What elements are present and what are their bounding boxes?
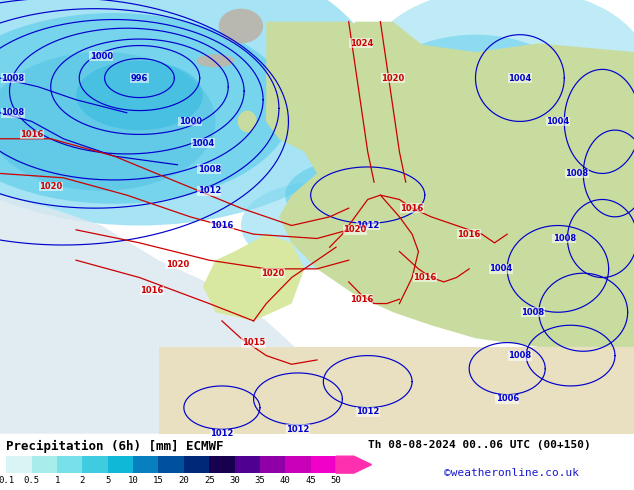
Text: 20: 20	[179, 476, 189, 485]
Ellipse shape	[374, 35, 577, 156]
Ellipse shape	[0, 52, 216, 191]
Text: 0.1: 0.1	[0, 476, 15, 485]
Text: 40: 40	[280, 476, 290, 485]
Text: 1006: 1006	[496, 394, 519, 403]
Polygon shape	[342, 22, 456, 139]
Text: 35: 35	[255, 476, 265, 485]
Text: ©weatheronline.co.uk: ©weatheronline.co.uk	[444, 468, 579, 478]
Text: 1012: 1012	[356, 408, 379, 416]
Text: 1016: 1016	[141, 286, 164, 295]
Text: 10: 10	[128, 476, 138, 485]
Text: 5: 5	[105, 476, 110, 485]
Text: 25: 25	[204, 476, 214, 485]
Polygon shape	[0, 195, 317, 434]
Text: 1004: 1004	[508, 74, 531, 82]
Ellipse shape	[197, 54, 235, 67]
Bar	[6, 456, 32, 473]
Text: 15: 15	[153, 476, 164, 485]
Polygon shape	[266, 22, 634, 347]
Bar	[158, 347, 634, 434]
Text: 1016: 1016	[350, 294, 373, 304]
Bar	[108, 456, 133, 473]
Text: 45: 45	[306, 476, 316, 485]
Text: 1024: 1024	[350, 39, 373, 48]
Text: 1012: 1012	[198, 186, 221, 196]
Text: 1008: 1008	[508, 351, 531, 360]
Text: 1020: 1020	[166, 260, 189, 269]
Text: 0.5: 0.5	[23, 476, 40, 485]
Bar	[57, 456, 82, 473]
Bar	[311, 456, 336, 473]
Text: Precipitation (6h) [mm] ECMWF: Precipitation (6h) [mm] ECMWF	[6, 441, 224, 453]
Bar	[158, 456, 184, 473]
Bar	[184, 456, 209, 473]
Text: 1016: 1016	[413, 273, 436, 282]
Text: 1004: 1004	[547, 117, 569, 126]
Ellipse shape	[241, 182, 393, 269]
Bar	[133, 456, 158, 473]
Text: 1008: 1008	[198, 165, 221, 173]
Ellipse shape	[238, 111, 257, 132]
Bar	[32, 456, 57, 473]
Text: 1020: 1020	[344, 225, 366, 234]
Text: 30: 30	[230, 476, 240, 485]
Bar	[260, 456, 285, 473]
Text: 1016: 1016	[210, 221, 233, 230]
FancyArrow shape	[336, 456, 372, 473]
Text: 1020: 1020	[261, 269, 284, 278]
Ellipse shape	[76, 61, 203, 130]
Text: 996: 996	[131, 74, 148, 82]
Text: 50: 50	[331, 476, 341, 485]
Text: 1012: 1012	[356, 221, 379, 230]
Text: 1000: 1000	[179, 117, 202, 126]
Text: 1004: 1004	[489, 265, 512, 273]
Polygon shape	[203, 234, 304, 321]
Bar	[209, 456, 235, 473]
Ellipse shape	[0, 0, 380, 225]
Ellipse shape	[219, 9, 263, 44]
Text: 1016: 1016	[458, 230, 481, 239]
Text: 1004: 1004	[191, 139, 214, 147]
Bar	[82, 456, 108, 473]
Bar	[285, 456, 311, 473]
Text: 1020: 1020	[382, 74, 404, 82]
Text: 1000: 1000	[90, 52, 113, 61]
Ellipse shape	[368, 0, 634, 143]
Text: 1008: 1008	[1, 108, 24, 117]
Bar	[235, 456, 260, 473]
Text: 1008: 1008	[566, 169, 588, 178]
Text: Th 08-08-2024 00..06 UTC (00+150): Th 08-08-2024 00..06 UTC (00+150)	[368, 441, 590, 450]
Ellipse shape	[285, 160, 412, 230]
Polygon shape	[266, 78, 304, 130]
Text: 1016: 1016	[20, 130, 43, 139]
Text: 2: 2	[80, 476, 85, 485]
Text: 1015: 1015	[242, 338, 265, 347]
Ellipse shape	[0, 13, 292, 204]
Text: 1020: 1020	[39, 182, 62, 191]
Text: 1016: 1016	[401, 204, 424, 213]
Text: 1008: 1008	[553, 234, 576, 243]
Text: 1012: 1012	[287, 425, 309, 434]
Text: 1: 1	[55, 476, 60, 485]
Text: 1008: 1008	[1, 74, 24, 82]
Text: 1012: 1012	[210, 429, 233, 438]
Text: 1008: 1008	[521, 308, 544, 317]
